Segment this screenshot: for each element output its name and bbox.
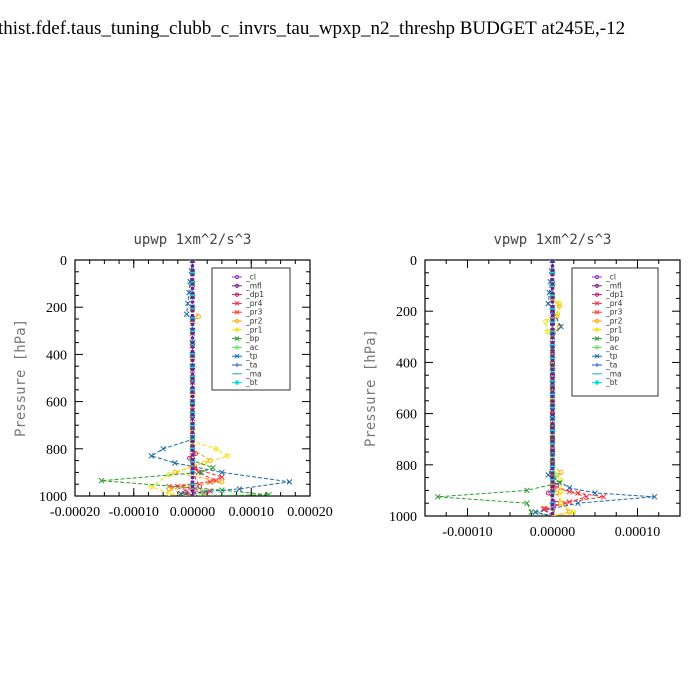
legend-label: _bt xyxy=(245,378,258,387)
x-tick-label: 0.00000 xyxy=(170,505,216,520)
y-tick-label: 400 xyxy=(396,356,417,371)
legend-entry-bt: _bt xyxy=(592,378,618,387)
legend-entry-pr4: _pr4 xyxy=(232,299,263,308)
legend: _cl_mfl_dp1_pr4_pr3_pr2_pr1_bp_ac_tp_ta_… xyxy=(211,267,291,391)
legend-entry-dp1: _dp1 xyxy=(232,290,264,299)
legend-label: _pr2 xyxy=(605,317,623,326)
legend-entry-tp: _tp xyxy=(592,352,618,361)
series-markers-bp xyxy=(434,260,563,516)
legend-label: _ac xyxy=(245,343,258,352)
legend-label: _tp xyxy=(605,352,618,361)
legend-box xyxy=(571,267,659,397)
legend-entry-pr4: _pr4 xyxy=(592,299,623,308)
y-tick-label: 0 xyxy=(410,254,417,269)
legend-label: _ma xyxy=(605,369,622,378)
x-tick-label: 0.00010 xyxy=(615,525,661,540)
legend-entry-cl: _cl xyxy=(592,273,616,282)
y-tick-label: 600 xyxy=(46,396,67,411)
y-tick-label: 800 xyxy=(46,443,67,458)
x-tick-label: -0.00020 xyxy=(50,505,100,520)
legend-entry-ma: _ma xyxy=(592,369,622,378)
legend-label: _pr3 xyxy=(245,308,263,317)
legend-label: _pr4 xyxy=(245,299,263,308)
legend-label: _cl xyxy=(605,273,616,282)
legend-entry-pr2: _pr2 xyxy=(592,317,623,326)
legend-label: _dp1 xyxy=(245,290,264,299)
legend-entry-mfl: _mfl xyxy=(592,281,622,290)
legend-label: _pr4 xyxy=(605,299,623,308)
y-tick-label: 400 xyxy=(46,348,67,363)
x-tick-label: 0.00020 xyxy=(287,505,333,520)
series-line-pr2 xyxy=(168,260,222,496)
y-tick-label: 200 xyxy=(46,301,67,316)
legend-entry-pr3: _pr3 xyxy=(232,308,263,317)
series-line-bp xyxy=(437,260,561,516)
x-tick-label: 0.00000 xyxy=(530,525,576,540)
y-tick-label: 800 xyxy=(396,459,417,474)
legend-entry-mfl: _mfl xyxy=(232,281,262,290)
y-tick-label: 0 xyxy=(60,254,67,269)
legend-label: _ta xyxy=(245,361,257,370)
legend-label: _bt xyxy=(605,378,618,387)
legend-entry-ta: _ta xyxy=(592,361,617,370)
legend-label: _pr1 xyxy=(605,325,623,334)
legend-entry-cl: _cl xyxy=(232,273,256,282)
x-tick-label: -0.00010 xyxy=(442,525,492,540)
series-line-ac xyxy=(192,260,206,496)
legend-label: _bp xyxy=(245,334,260,343)
legend-entry-bp: _bp xyxy=(592,334,620,343)
y-tick-label: 200 xyxy=(396,305,417,320)
page-title: thist.fdef.taus_tuning_clubb_c_invrs_tau… xyxy=(0,18,626,39)
legend-entry-ac: _ac xyxy=(232,343,258,352)
legend-label: _cl xyxy=(245,273,256,282)
series-line-pr1 xyxy=(545,260,576,516)
chart-panel-1: upwp 1xm^2/s^3 Pressure [hPa] 0 200 400 600 80… xyxy=(13,232,333,520)
x-tick-label: -0.00010 xyxy=(109,505,159,520)
legend-label: _ma xyxy=(245,369,262,378)
legend-entry-dp1: _dp1 xyxy=(592,290,624,299)
legend-entry-pr1: _pr1 xyxy=(232,325,263,334)
legend-entry-ta: _ta xyxy=(232,361,257,370)
legend-label: _bp xyxy=(605,334,620,343)
y-tick-label: 1000 xyxy=(389,510,417,525)
legend-box xyxy=(211,267,291,391)
chart-title: vpwp 1xm^2/s^3 xyxy=(493,232,611,248)
legend-entry-bp: _bp xyxy=(232,334,260,343)
y-axis-label: Pressure [hPa] xyxy=(13,319,29,437)
legend-entry-bt: _bt xyxy=(232,378,258,387)
legend-label: _mfl xyxy=(605,281,622,290)
legend-label: _ta xyxy=(605,361,617,370)
legend-entry-pr2: _pr2 xyxy=(232,317,263,326)
legend-label: _pr1 xyxy=(245,325,263,334)
legend-entry-pr3: _pr3 xyxy=(592,308,623,317)
y-axis-label: Pressure [hPa] xyxy=(363,329,379,447)
legend-label: _ac xyxy=(605,343,618,352)
legend-entry-ac: _ac xyxy=(592,343,618,352)
y-tick-label: 600 xyxy=(396,408,417,423)
series-line-bp xyxy=(101,260,269,496)
y-tick-label: 1000 xyxy=(39,490,67,505)
legend-label: _dp1 xyxy=(605,290,624,299)
series-line-pr1 xyxy=(150,260,229,496)
legend-label: _pr3 xyxy=(605,308,623,317)
chart-panel-2: vpwp 1xm^2/s^3 Pressure [hPa] 0 200 400 600 80… xyxy=(363,232,681,540)
legend-entry-tp: _tp xyxy=(232,352,258,361)
legend-label: _pr2 xyxy=(245,317,263,326)
x-tick-label: 0.00010 xyxy=(229,505,275,520)
legend-entry-pr1: _pr1 xyxy=(592,325,623,334)
series-line-pr4 xyxy=(177,260,218,496)
legend: _cl_mfl_dp1_pr4_pr3_pr2_pr1_bp_ac_tp_ta_… xyxy=(571,267,659,397)
legend-entry-ma: _ma xyxy=(232,369,262,378)
legend-label: _tp xyxy=(245,352,258,361)
chart-title: upwp 1xm^2/s^3 xyxy=(133,232,251,248)
legend-label: _mfl xyxy=(245,281,262,290)
